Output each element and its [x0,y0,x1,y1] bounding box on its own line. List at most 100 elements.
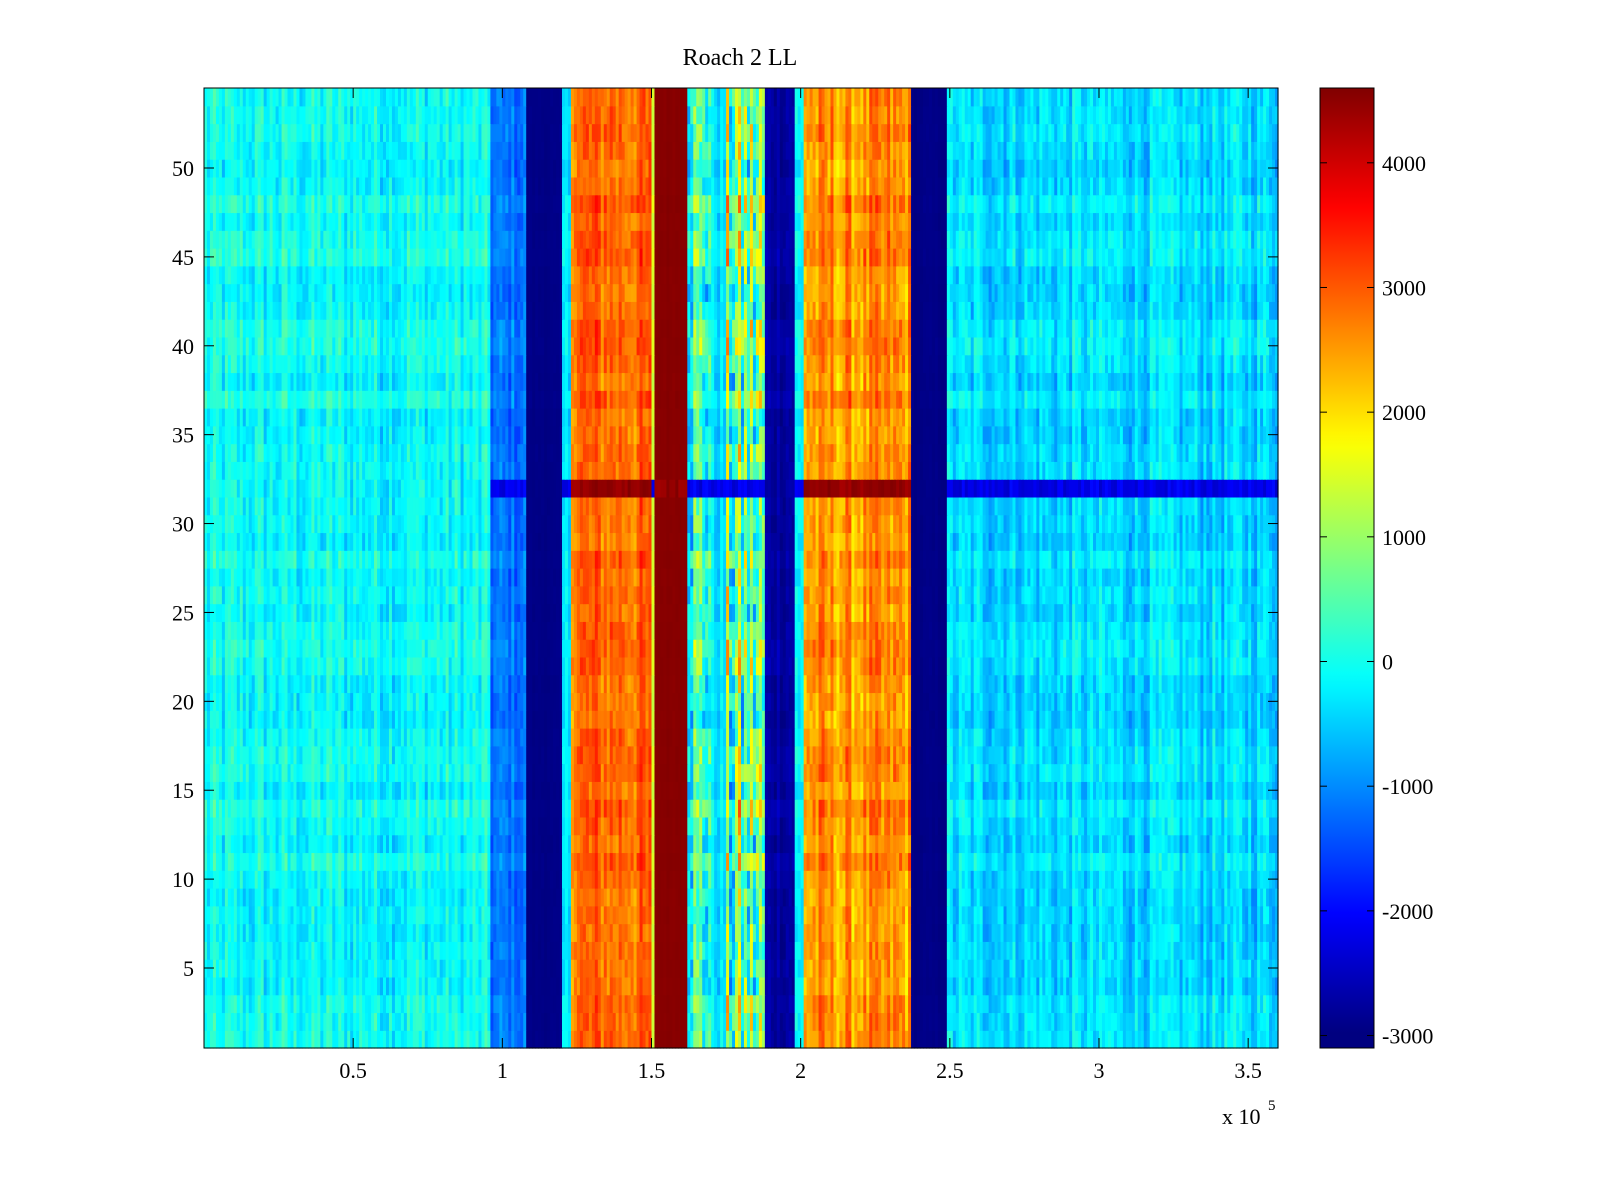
heatmap-cell [839,941,844,960]
heatmap-cell [1137,941,1142,960]
heatmap-cell [776,994,781,1014]
heatmap-cell [585,959,590,978]
heatmap-cell [508,1012,512,1031]
heatmap-cell [445,834,450,854]
heatmap-cell [812,994,817,1014]
heatmap-cell [394,1030,399,1049]
heatmap-cell [752,870,757,889]
heatmap-cell [1119,834,1124,854]
heatmap-cell [236,905,241,925]
heatmap-cell [836,941,841,960]
heatmap-cell [1063,941,1067,960]
heatmap-cell [1015,976,1020,996]
heatmap-cell [380,1012,384,1031]
heatmap-cell [529,941,533,960]
heatmap-cell [788,870,793,889]
heatmap-cell [1107,941,1112,960]
heatmap-cell [949,1012,954,1031]
heatmap-cell [994,976,999,996]
heatmap-cell [245,834,250,854]
heatmap-cell [227,870,232,889]
heatmap-cell [317,888,321,907]
heatmap-cell [600,959,605,978]
heatmap-cell [594,941,599,960]
heatmap-cell [976,923,981,942]
heatmap-cell [1269,941,1273,960]
heatmap-cell [1152,959,1157,978]
heatmap-cell [347,888,351,907]
heatmap-cell [714,1012,718,1031]
heatmap-cell [994,959,999,978]
heatmap-cell [544,994,548,1014]
heatmap-cell [642,870,647,889]
heatmap-cell [418,888,423,907]
heatmap-cell [896,941,900,960]
heatmap-cell [576,816,581,836]
heatmap-cell [439,888,444,907]
heatmap-cell [1191,1012,1196,1031]
heatmap-cell [651,870,656,889]
heatmap-cell [1110,905,1115,925]
heatmap-cell [726,959,730,978]
heatmap-cell [1003,852,1008,871]
heatmap-cell [239,852,244,871]
heatmap-cell [505,852,509,871]
heatmap-cell [943,976,948,996]
heatmap-cell [293,1030,298,1049]
heatmap-cell [1179,1012,1184,1031]
heatmap-cell [1248,994,1252,1014]
heatmap-cell [1101,905,1106,925]
heatmap-cell [651,976,656,996]
heatmap-cell [1221,852,1225,871]
heatmap-cell [690,870,694,889]
heatmap-cell [511,941,515,960]
heatmap-cell [511,994,515,1014]
heatmap-cell [224,870,229,889]
heatmap-cell [347,816,351,836]
heatmap-cell [1203,1030,1207,1049]
heatmap-cell [705,923,709,942]
heatmap-cell [457,976,462,996]
heatmap-cell [603,923,608,942]
heatmap-cell [257,870,262,889]
heatmap-cell [1018,994,1023,1014]
heatmap-cell [290,816,295,836]
heatmap-cell [672,1030,676,1049]
heatmap-cell [863,923,867,942]
heatmap-cell [251,1012,256,1031]
heatmap-cell [630,959,635,978]
heatmap-cell [314,870,318,889]
heatmap-cell [570,941,575,960]
heatmap-cell [556,834,560,854]
heatmap-cell [964,1030,969,1049]
heatmap-cell [917,1012,921,1031]
heatmap-cell [970,905,975,925]
heatmap-cell [636,976,641,996]
heatmap-cell [1054,1012,1058,1031]
heatmap-cell [397,976,402,996]
heatmap-cell [371,994,375,1014]
heatmap-cell [317,834,321,854]
heatmap-cell [800,941,805,960]
heatmap-cell [1167,834,1172,854]
heatmap-cell [1104,870,1109,889]
heatmap-cell [905,852,909,871]
heatmap-cell [1060,941,1064,960]
heatmap-cell [1263,1012,1267,1031]
heatmap-cell [958,870,963,889]
heatmap-cell [848,870,852,889]
heatmap-cell [1203,923,1207,942]
heatmap-cell [1260,834,1264,854]
heatmap-cell [723,959,727,978]
heatmap-cell [356,888,360,907]
heatmap-cell [702,834,706,854]
heatmap-cell [1030,1030,1034,1049]
heatmap-cell [755,941,760,960]
heatmap-cell [1021,852,1026,871]
heatmap-cell [347,923,351,942]
heatmap-cell [964,852,969,871]
heatmap-cell [735,834,739,854]
heatmap-cell [866,941,870,960]
heatmap-cell [603,959,608,978]
heatmap-cell [806,834,811,854]
